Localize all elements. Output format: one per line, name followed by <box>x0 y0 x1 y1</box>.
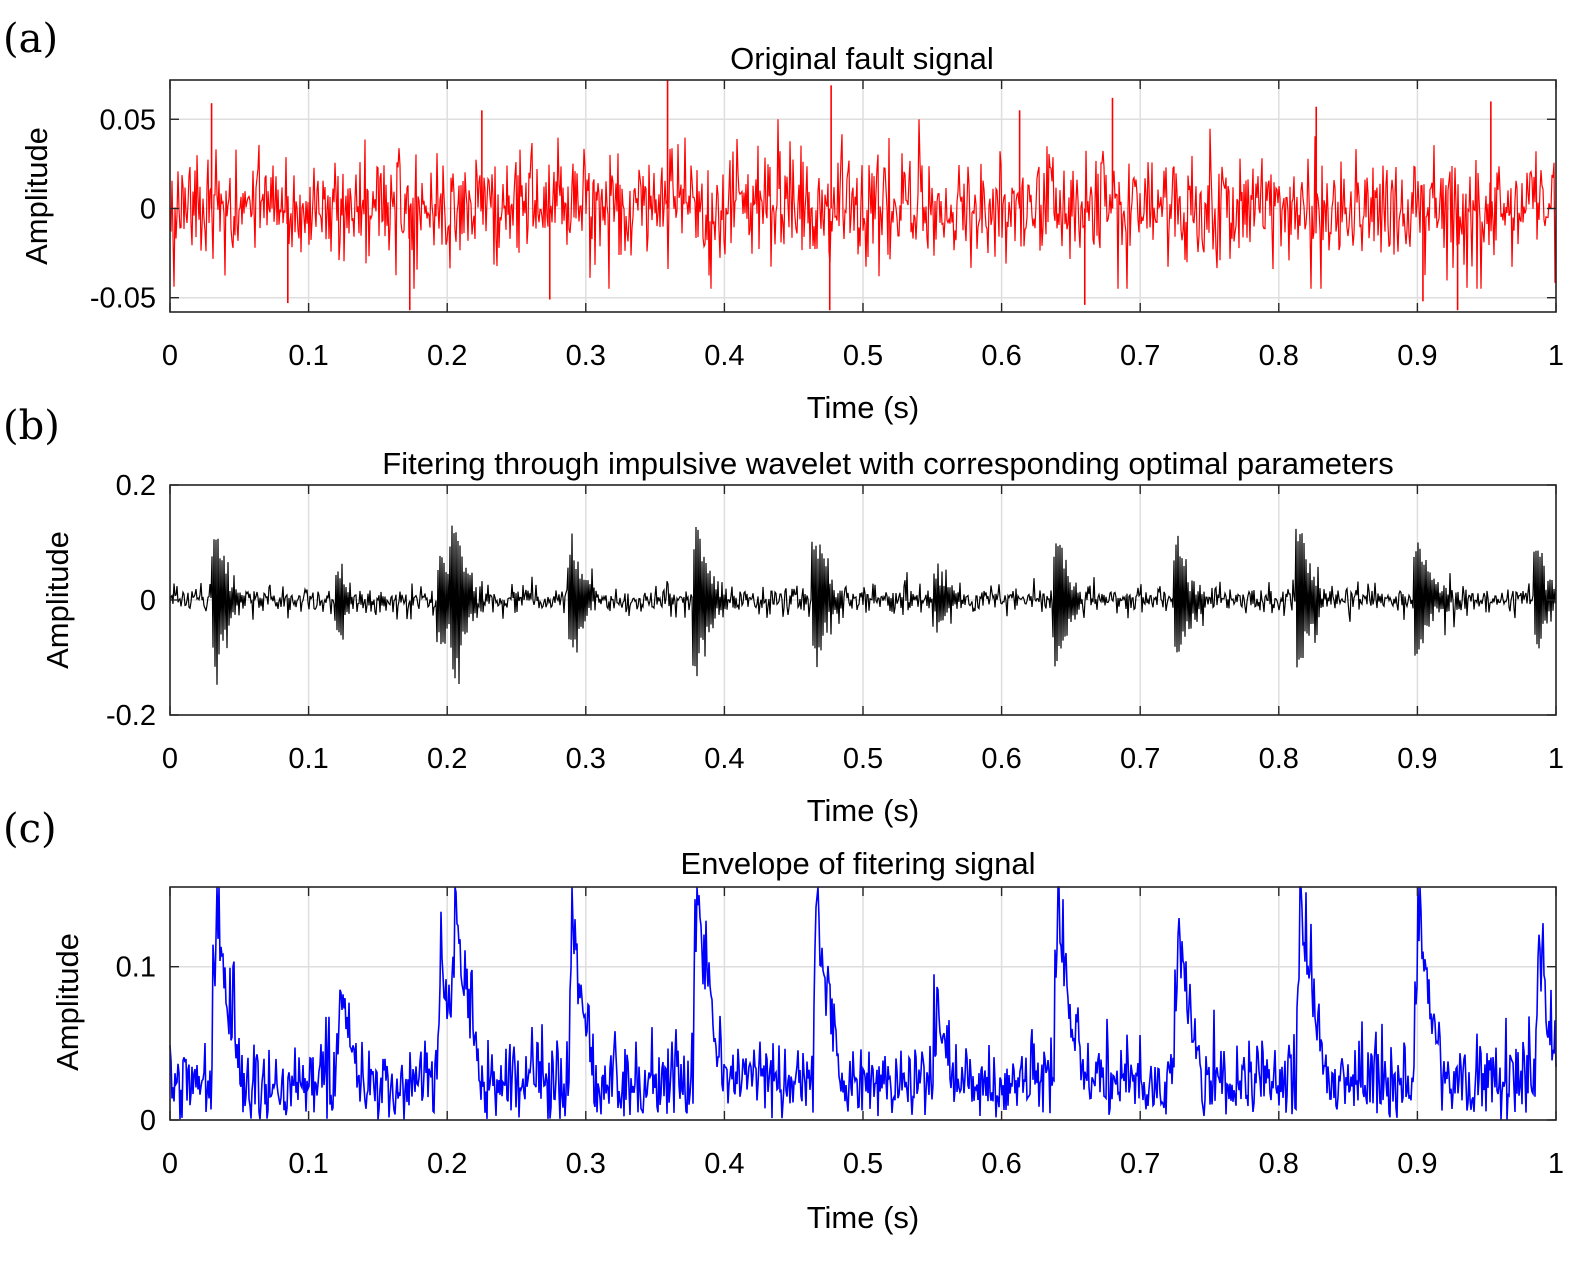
panel-b-xtick-label: 0.5 <box>843 743 883 775</box>
panel-b-ytick-label: -0.2 <box>106 700 156 732</box>
panel-a-xtick-label: 1 <box>1548 340 1564 372</box>
panel-b: (b) Fitering through impulsive wavelet w… <box>3 403 1564 828</box>
panel-b-xtick-label: 0.8 <box>1259 743 1299 775</box>
panel-c-xtick-label: 0.3 <box>566 1148 606 1180</box>
panel-c-xtick-label: 0.9 <box>1397 1148 1437 1180</box>
panel-a-signal <box>169 119 1557 289</box>
panel-a-xtick-label: 0.1 <box>288 340 328 372</box>
panel-b-xticks: 0 0.1 0.2 0.3 0.4 0.5 0.6 0.7 0.8 0.9 1 <box>162 485 1564 775</box>
panel-c-xticks: 0 0.1 0.2 0.3 0.4 0.5 0.6 0.7 0.8 0.9 1 <box>162 887 1564 1180</box>
panel-b-ytick-label: 0.2 <box>116 470 156 502</box>
panel-b-title: Fitering through impulsive wavelet with … <box>382 446 1393 481</box>
panel-a-yticks: -0.05 0 0.05 <box>90 104 1556 315</box>
panel-b-xtick-label: 0.1 <box>288 743 328 775</box>
panel-c-title: Envelope of fitering signal <box>680 846 1035 881</box>
panel-a-xticks: 0 0.1 0.2 0.3 0.4 0.5 0.6 0.7 0.8 0.9 1 <box>162 80 1564 372</box>
panel-b-xtick-label: 1 <box>1548 743 1564 775</box>
panel-a-xtick-label: 0.3 <box>566 340 606 372</box>
panel-c-xtick-label: 0.8 <box>1259 1148 1299 1180</box>
panel-a-xtick-label: 0.5 <box>843 340 883 372</box>
panel-a-xtick-label: 0.9 <box>1397 340 1437 372</box>
panel-b-signal <box>169 525 1557 685</box>
panel-b-xtick-label: 0.6 <box>981 743 1021 775</box>
panel-a-ytick-label: 0 <box>140 193 156 225</box>
panel-a-xtick-label: 0.4 <box>704 340 744 372</box>
panel-c-xtick-label: 0.2 <box>427 1148 467 1180</box>
panel-b-xtick-label: 0.2 <box>427 743 467 775</box>
panel-b-xtick-label: 0.4 <box>704 743 744 775</box>
panel-a-xtick-label: 0.8 <box>1259 340 1299 372</box>
panel-a-xtick-label: 0.6 <box>981 340 1021 372</box>
panel-c: (c) Envelope of fitering signal 0 0.1 0.2 0… <box>3 806 1564 1235</box>
panel-b-yticks: -0.2 0 0.2 <box>106 470 1556 732</box>
panel-c-label: (c) <box>3 806 57 852</box>
panel-a-xtick-label: 0.2 <box>427 340 467 372</box>
panel-b-xtick-label: 0.3 <box>566 743 606 775</box>
panel-a-title: Original fault signal <box>730 41 994 76</box>
panel-a-ylabel: Amplitude <box>19 127 54 265</box>
panel-b-xtick-label: 0.7 <box>1120 743 1160 775</box>
panel-b-ylabel: Amplitude <box>40 531 75 669</box>
panel-a-xtick-label: 0.7 <box>1120 340 1160 372</box>
panel-c-xtick-label: 0.1 <box>288 1148 328 1180</box>
panel-a-spikes <box>210 80 1492 311</box>
panel-c-xtick-label: 1 <box>1548 1148 1564 1180</box>
panel-c-ylabel: Amplitude <box>50 933 85 1071</box>
panel-c-xtick-label: 0.7 <box>1120 1148 1160 1180</box>
panel-c-xtick-label: 0 <box>162 1148 178 1180</box>
panel-b-ytick-label: 0 <box>140 585 156 617</box>
panel-a-label: (a) <box>3 16 58 62</box>
panel-c-ytick-label: 0 <box>140 1105 156 1137</box>
panel-b-xtick-label: 0 <box>162 743 178 775</box>
panel-a-xlabel: Time (s) <box>807 390 920 425</box>
panel-b-xlabel: Time (s) <box>807 793 920 828</box>
panel-c-xtick-label: 0.5 <box>843 1148 883 1180</box>
panel-c-yticks: 00.1 <box>116 952 1556 1137</box>
panel-c-ytick-label: 0.1 <box>116 952 156 984</box>
panel-a-ytick-label: 0.05 <box>100 104 156 136</box>
panel-c-xtick-label: 0.4 <box>704 1148 744 1180</box>
panel-a: (a) Original fault signal 0 0.1 0.2 0.3 0.4 0… <box>3 16 1564 425</box>
panel-c-xlabel: Time (s) <box>807 1200 920 1235</box>
panel-a-xtick-label: 0 <box>162 340 178 372</box>
panel-b-label: (b) <box>3 403 60 449</box>
panel-a-ytick-label: -0.05 <box>90 283 156 315</box>
panel-c-signal <box>169 886 1557 1120</box>
panel-c-xtick-label: 0.6 <box>981 1148 1021 1180</box>
panel-b-xtick-label: 0.9 <box>1397 743 1437 775</box>
